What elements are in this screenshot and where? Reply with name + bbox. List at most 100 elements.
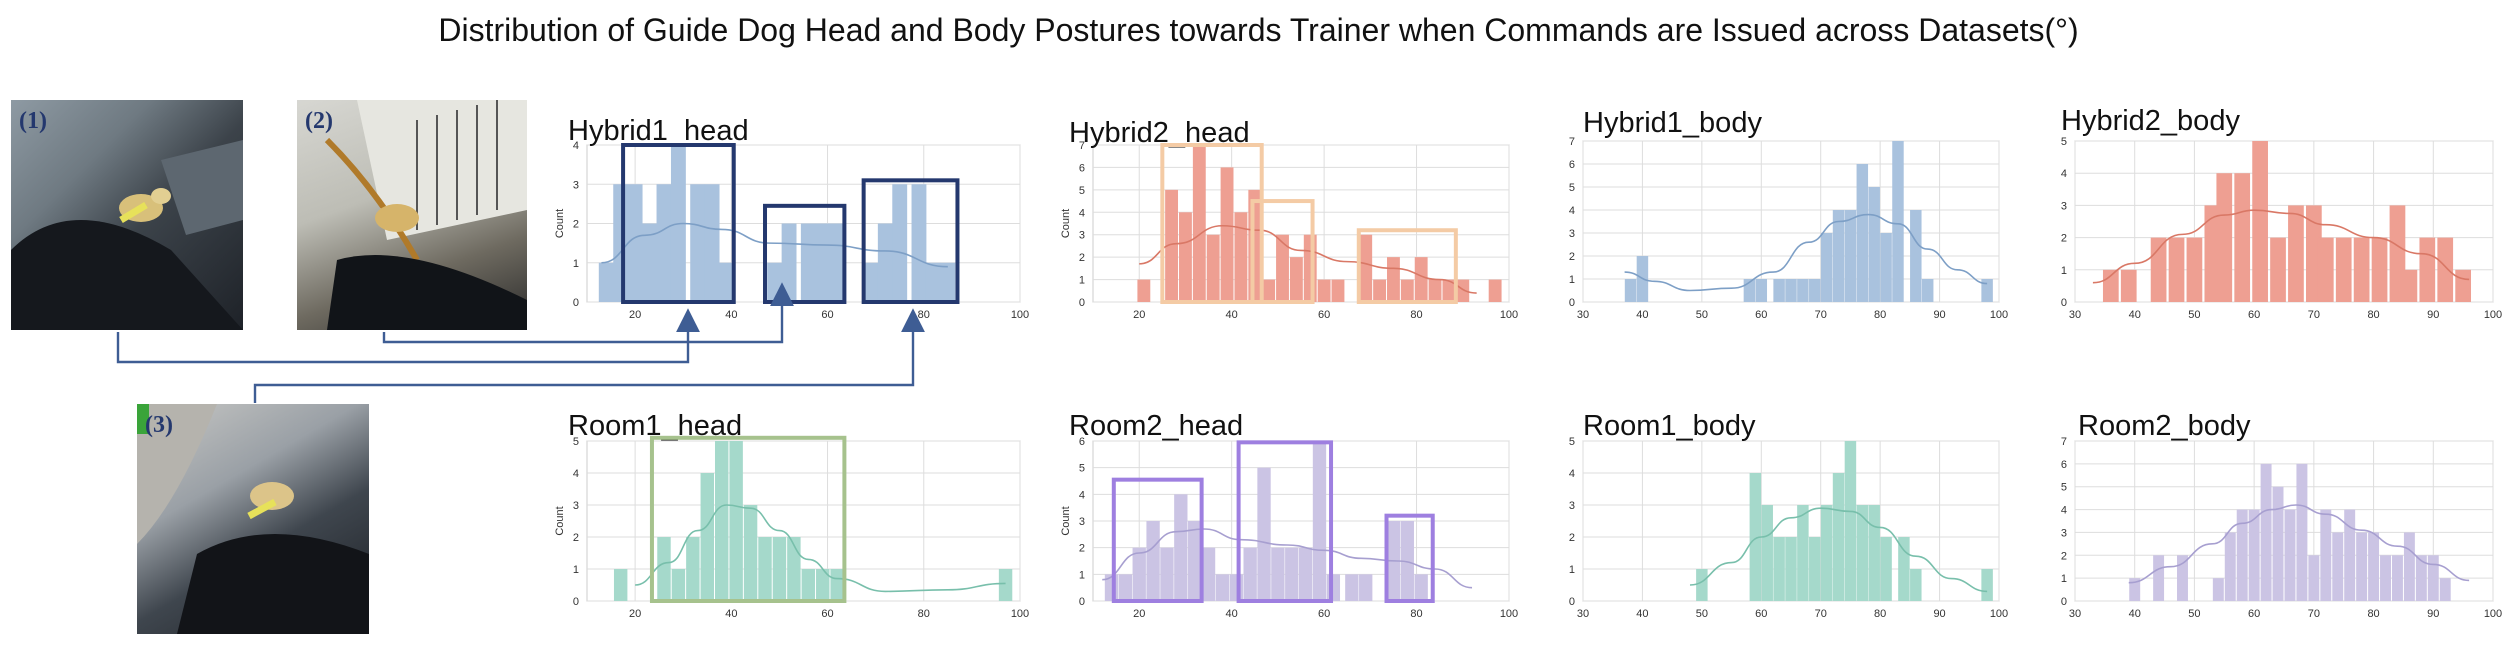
room1-head-bar <box>729 441 743 601</box>
room1-head-kde-line <box>635 504 1006 593</box>
room2-body-bar <box>2224 532 2236 601</box>
room1-body-chart: 30 40 50 60 70 80 90 100 0 1 2 3 4 5 Room1_body <box>1569 410 2008 620</box>
room1-body-ytick-label: 3 <box>1569 500 1575 512</box>
room2-head-bar <box>1285 547 1299 601</box>
hybrid2-head-ytick-label: 4 <box>1079 207 1085 219</box>
hybrid2-head-bar <box>1317 279 1331 302</box>
hybrid2-head-ytick-label: 2 <box>1079 252 1085 264</box>
room1-body-bar <box>1696 569 1708 601</box>
room2-head-bar <box>1243 547 1257 601</box>
hybrid2-head-bar <box>1206 234 1220 302</box>
hybrid2-body-ytick-label: 1 <box>2061 265 2067 277</box>
hybrid1-body-bar <box>1844 210 1857 302</box>
room1-head-xtick-label: 80 <box>918 608 930 620</box>
room2-body-chart: 30 40 50 60 70 80 90 100 0 1 2 3 4 5 6 7 Room2_body <box>2061 410 2502 620</box>
hybrid1-head-bar <box>627 184 643 302</box>
room2-body-bar <box>2427 555 2439 601</box>
room2-body-xtick-label: 70 <box>2308 608 2320 620</box>
room2-head-bar <box>1146 521 1160 601</box>
room2-body-bar <box>2332 532 2344 601</box>
hybrid1-body-bar <box>1797 279 1809 302</box>
hybrid2-body-bar <box>2168 237 2185 302</box>
room2-body-bar <box>2153 555 2165 601</box>
dog-photo-3: (3) <box>137 404 369 634</box>
hybrid1-head-ytick-label: 0 <box>573 297 579 309</box>
photo-1-label: (1) <box>19 108 47 134</box>
hybrid1-head-bar <box>815 223 831 302</box>
hybrid1-body-ytick-label: 6 <box>1569 159 1575 171</box>
room1-body-xtick-label: 100 <box>1990 608 2008 620</box>
highlight-box-hybrid1-b <box>763 203 847 304</box>
hybrid2-body-bar <box>2204 205 2221 302</box>
room1-body-bar <box>1832 473 1845 601</box>
room2-body-xtick-label: 30 <box>2069 608 2081 620</box>
room1-head-bar <box>772 537 787 601</box>
hybrid1-body-title: Hybrid1_body <box>1583 107 1762 139</box>
photo-2-label: (2) <box>305 108 333 134</box>
photo-1-art <box>11 140 243 330</box>
room1-body-bar <box>1880 537 1892 601</box>
room1-body-ytick-label: 2 <box>1569 532 1575 544</box>
room1-head-xtick-label: 40 <box>725 608 737 620</box>
hybrid1-head-y-axis-label: Count <box>554 209 566 238</box>
hybrid1-body-bar <box>1832 210 1845 302</box>
hybrid2-body-bar <box>2455 269 2472 302</box>
photo-3-art <box>137 404 369 634</box>
hybrid2-body-bar <box>2150 237 2167 302</box>
room1-head-bar <box>787 537 801 601</box>
hybrid2-head-ytick-label: 6 <box>1079 162 1085 174</box>
hybrid2-head-bar <box>1234 212 1248 302</box>
room2-body-ytick-label: 7 <box>2061 436 2067 448</box>
room2-body-bar <box>2368 532 2380 601</box>
hybrid1-head-bar <box>892 184 908 302</box>
room1-body-ytick-label: 0 <box>1569 596 1575 608</box>
room1-body-bar <box>1749 473 1762 601</box>
room2-body-ytick-label: 1 <box>2061 573 2067 585</box>
hybrid1-body-bar <box>1809 279 1821 302</box>
room1-head-ytick-label: 3 <box>573 500 579 512</box>
hybrid1-head-xtick-label: 100 <box>1011 309 1029 321</box>
hybrid1-head-ytick-label: 2 <box>573 219 579 231</box>
hybrid1-body-xtick-label: 60 <box>1755 309 1767 321</box>
room2-body-bar <box>2308 555 2320 601</box>
hybrid2-head-bar <box>1428 279 1442 302</box>
room2-head-ytick-label: 3 <box>1079 516 1085 528</box>
room1-body-bar <box>1809 537 1821 601</box>
room2-head-xtick-label: 40 <box>1226 608 1238 620</box>
hybrid1-head-title: Hybrid1_head <box>568 115 749 147</box>
room2-body-ytick-label: 5 <box>2061 482 2067 494</box>
room1-body-bar <box>1868 505 1880 601</box>
hybrid1-body-bar <box>1773 279 1785 302</box>
hybrid1-head-bar <box>719 262 734 302</box>
hybrid2-head-ytick-label: 5 <box>1079 185 1085 197</box>
room1-head-bar <box>686 537 700 601</box>
room2-head-bar <box>1118 574 1133 601</box>
room2-head-chart: 20 40 60 80 100 0 1 2 3 4 5 6 Count Room2_head <box>1060 410 1518 620</box>
room1-head-ytick-label: 5 <box>573 436 579 448</box>
room1-head-xtick-label: 60 <box>821 608 833 620</box>
room1-body-ytick-label: 1 <box>1569 564 1575 576</box>
room2-head-bar <box>1215 574 1230 601</box>
room2-head-xtick-label: 20 <box>1133 608 1145 620</box>
hybrid1-body-ytick-label: 5 <box>1569 182 1575 194</box>
hybrid1-head-ytick-label: 4 <box>573 140 579 152</box>
hybrid2-head-bar <box>1303 234 1317 302</box>
hybrid1-head-xtick-label: 40 <box>725 309 737 321</box>
room2-body-ytick-label: 0 <box>2061 596 2067 608</box>
room1-head-ytick-label: 2 <box>573 532 579 544</box>
hybrid1-head-xtick-label: 80 <box>918 309 930 321</box>
room1-head-bar <box>657 537 671 601</box>
room1-body-ytick-label: 4 <box>1569 468 1575 480</box>
room2-head-y-axis-label: Count <box>1060 506 1072 535</box>
hybrid2-body-xtick-label: 70 <box>2308 309 2320 321</box>
room2-body-bar <box>2212 578 2224 601</box>
hybrid1-body-xtick-label: 50 <box>1696 309 1708 321</box>
room1-body-bar <box>1844 441 1857 601</box>
hybrid1-body-bar <box>1868 187 1880 302</box>
hybrid2-head-xtick-label: 100 <box>1500 309 1518 321</box>
room1-body-bar <box>1898 537 1910 601</box>
hybrid1-body-xtick-label: 30 <box>1577 309 1589 321</box>
hybrid1-head-ytick-label: 1 <box>573 258 579 270</box>
hybrid1-body-xtick-label: 100 <box>1990 309 2008 321</box>
hybrid2-head-bar <box>1488 279 1502 302</box>
